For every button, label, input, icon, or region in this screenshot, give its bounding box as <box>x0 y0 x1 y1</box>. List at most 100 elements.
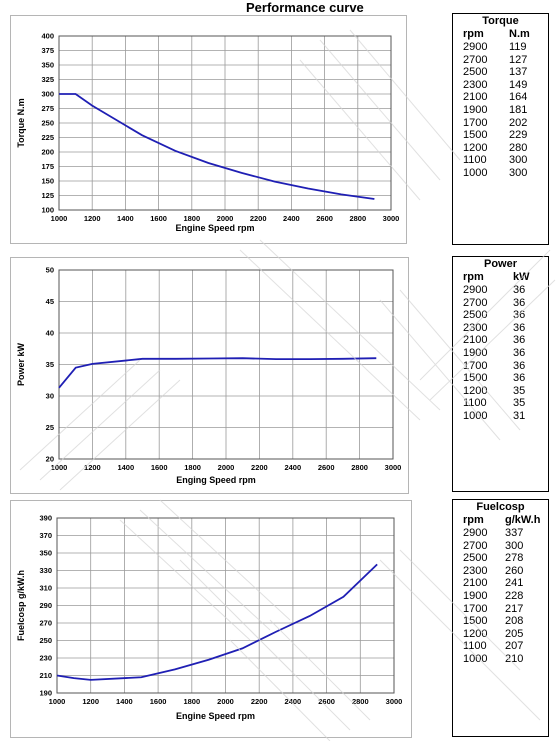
torque-table-cell: 300 <box>509 154 528 167</box>
torque-x-tick-label: 1800 <box>183 214 200 223</box>
torque-y-axis-label: Torque N.m <box>16 98 26 147</box>
fuel-table-header: rpm <box>463 514 484 526</box>
power-chart-panel: 1000 1200 1400 1600 1800 2000 2200 2400 2600 2800… <box>10 257 409 494</box>
torque-y-tick-label: 175 <box>41 162 54 171</box>
torque-x-tick-label: 2000 <box>217 214 234 223</box>
fuel-table-cell: 1700 <box>463 602 488 615</box>
fuel-x-tick-label: 2600 <box>318 697 335 706</box>
fuel-x-axis-label: Engine Speed rpm <box>176 711 255 721</box>
torque-table-cell: 2700 <box>463 53 488 66</box>
fuel-series-line <box>56 563 378 681</box>
power-x-tick-label: 1400 <box>117 463 134 472</box>
fuel-table-cell: 2900 <box>463 527 488 539</box>
power-table-cell: 36 <box>513 372 526 385</box>
power-x-tick-label: 2000 <box>218 463 235 472</box>
power-table-cell: 35 <box>513 384 526 397</box>
fuel-table-cell: 1100 <box>463 640 487 653</box>
fuel-x-tick-label: 2000 <box>217 697 234 706</box>
power-table-cell: 2500 <box>463 309 488 322</box>
torque-y-tick-label: 325 <box>41 75 54 84</box>
power-table-cell: 36 <box>513 296 526 309</box>
fuel-y-tick-label: 190 <box>39 689 52 698</box>
power-x-tick-label: 3000 <box>385 463 402 472</box>
power-x-tick-label: 2400 <box>284 463 301 472</box>
fuel-x-tick-label: 1400 <box>116 697 133 706</box>
fuel-table-cell: 1000 <box>463 653 488 665</box>
torque-table-cell: 181 <box>509 104 528 116</box>
torque-y-tick-label: 300 <box>41 90 54 99</box>
torque-table-cell: 2500 <box>463 66 488 79</box>
torque-x-tick-label: 2800 <box>349 214 366 223</box>
torque-chart: 1000 1200 1400 1600 1800 2000 2200 2400 2600 2800… <box>16 32 399 234</box>
fuel-x-tick-label: 2400 <box>285 697 302 706</box>
power-table-title: Power <box>483 258 517 270</box>
torque-table-cell: 1100 <box>463 154 487 167</box>
fuel-y-tick-label: 350 <box>39 549 52 558</box>
fuel-y-tick-label: 310 <box>39 584 52 593</box>
torque-table-cell: 2300 <box>463 78 488 91</box>
torque-y-tick-label: 150 <box>41 177 54 186</box>
torque-y-tick-label: 125 <box>41 191 54 200</box>
torque-table-cell: 229 <box>509 129 528 142</box>
torque-table-cell: 2900 <box>463 41 488 53</box>
power-y-tick-label: 30 <box>46 392 54 401</box>
torque-table-cell: 119 <box>509 41 527 53</box>
power-table-cell: 2900 <box>463 284 488 296</box>
power-table-cell: 2100 <box>463 334 488 347</box>
power-y-tick-label: 50 <box>46 266 54 275</box>
fuel-table: Fuelcosp rpm g/kW.h 2900 337 2700 300 2500 278 23… <box>452 499 549 737</box>
torque-series-line <box>59 93 375 200</box>
torque-y-tick-label: 250 <box>41 119 54 128</box>
fuel-x-tick-label: 1000 <box>49 697 66 706</box>
fuel-x-tick-label: 2200 <box>251 697 268 706</box>
power-table-cell: 36 <box>513 284 526 296</box>
power-x-tick-label: 1200 <box>84 463 101 472</box>
power-y-tick-label: 20 <box>46 455 54 464</box>
torque-table-cell: 164 <box>509 91 528 104</box>
torque-table-cell: 137 <box>509 66 528 79</box>
torque-x-tick-label: 1000 <box>51 214 68 223</box>
power-x-tick-label: 1600 <box>151 463 168 472</box>
torque-x-tick-label: 1600 <box>150 214 167 223</box>
fuel-table-cell: 2500 <box>463 552 488 565</box>
torque-table-cell: 1700 <box>463 116 488 129</box>
fuel-table-cell: 1900 <box>463 590 488 602</box>
power-table-cell: 36 <box>513 334 526 347</box>
power-table-cell: 35 <box>513 397 526 410</box>
power-x-axis-label: Enging Speed rpm <box>176 475 256 485</box>
fuel-table-cell: 278 <box>505 552 524 565</box>
torque-y-tick-label: 200 <box>41 148 54 157</box>
fuel-chart: 1000 1200 1400 1600 1800 2000 2200 2400 2600 2800… <box>16 514 402 722</box>
torque-y-tick-label: 225 <box>41 133 54 142</box>
power-x-tick-label: 1800 <box>184 463 201 472</box>
power-table-cell: 1700 <box>463 359 488 372</box>
torque-x-tick-label: 2600 <box>316 214 333 223</box>
torque-table-cell: 300 <box>509 167 528 179</box>
torque-chart-panel: 1000 1200 1400 1600 1800 2000 2200 2400 2600 2800… <box>10 15 407 244</box>
fuel-x-tick-label: 1600 <box>150 697 167 706</box>
power-y-tick-label: 35 <box>46 360 54 369</box>
torque-x-axis-label: Engine Speed rpm <box>175 223 254 233</box>
fuel-table-cell: 241 <box>505 577 524 590</box>
power-table-cell: 36 <box>513 321 526 334</box>
page-title: Performance curve <box>246 0 364 15</box>
power-table-header: rpm <box>463 271 484 283</box>
fuel-y-tick-label: 230 <box>39 654 52 663</box>
fuel-table-cell: 217 <box>505 602 524 615</box>
fuel-y-tick-label: 210 <box>39 671 52 680</box>
power-y-tick-label: 45 <box>46 297 54 306</box>
power-table-header: kW <box>513 271 530 283</box>
fuel-table-cell: 2300 <box>463 564 488 577</box>
torque-table-cell: 202 <box>509 116 528 129</box>
fuel-table-title: Fuelcosp <box>476 501 525 513</box>
power-table: Power rpm kW 2900 36 2700 36 2500 36 2300 36 2100 36… <box>452 256 549 492</box>
power-x-tick-label: 1000 <box>51 463 68 472</box>
torque-table-title: Torque <box>482 15 519 27</box>
fuel-table-cell: 207 <box>505 640 524 653</box>
fuel-x-tick-label: 1800 <box>183 697 200 706</box>
power-x-tick-label: 2600 <box>318 463 335 472</box>
torque-y-tick-label: 350 <box>41 61 54 70</box>
power-y-axis-label: Power kW <box>16 342 26 386</box>
torque-table-cell: 1500 <box>463 129 488 142</box>
torque-x-tick-label: 2400 <box>283 214 300 223</box>
